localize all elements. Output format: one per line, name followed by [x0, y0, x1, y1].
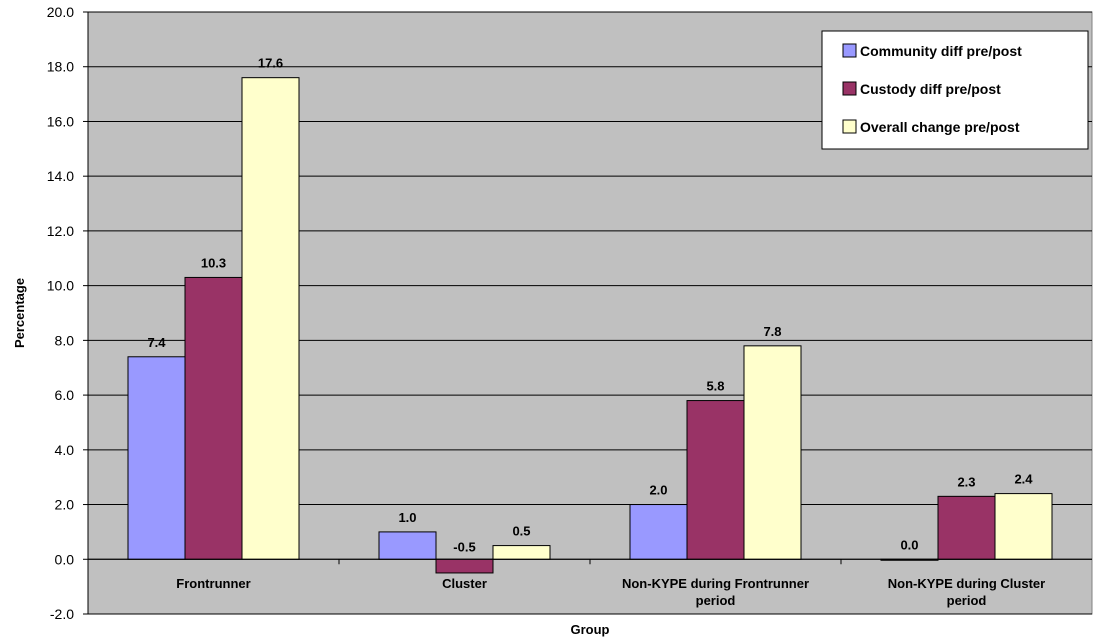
legend-swatch: [843, 44, 856, 57]
x-category-label: Non-KYPE during Frontrunner: [622, 576, 809, 591]
legend-entry: Custody diff pre/post: [860, 81, 1001, 97]
y-tick-label: -2.0: [50, 606, 74, 622]
x-category-label: Cluster: [442, 576, 487, 591]
x-category-label: period: [696, 593, 736, 608]
data-label: 17.6: [258, 56, 283, 71]
data-label: 10.3: [201, 255, 226, 270]
legend: Community diff pre/post Custody diff pre/…: [822, 31, 1088, 149]
y-tick-label: 18.0: [47, 59, 74, 75]
bar: [493, 546, 550, 560]
bar: [242, 78, 299, 560]
bar: [687, 401, 744, 560]
bar: [938, 496, 995, 559]
data-label: 5.8: [706, 379, 724, 394]
data-label: -0.5: [453, 539, 475, 554]
x-category-label: Frontrunner: [176, 576, 250, 591]
y-tick-label: 6.0: [55, 387, 75, 403]
legend-entry: Overall change pre/post: [860, 119, 1020, 135]
bar: [128, 357, 185, 559]
x-category-label: Non-KYPE during Cluster: [888, 576, 1045, 591]
data-label: 0.0: [900, 537, 918, 552]
y-tick-label: 10.0: [47, 278, 74, 294]
data-label: 0.5: [512, 524, 530, 539]
y-tick-label: 4.0: [55, 442, 75, 458]
bar: [185, 277, 242, 559]
y-tick-label: 12.0: [47, 223, 74, 239]
data-label: 7.8: [763, 324, 781, 339]
y-tick-label: 14.0: [47, 168, 74, 184]
legend-entry: Community diff pre/post: [860, 43, 1022, 59]
x-axis-title: Group: [571, 622, 610, 637]
data-label: 1.0: [398, 510, 416, 525]
data-label: 7.4: [147, 335, 166, 350]
y-tick-label: 8.0: [55, 332, 75, 348]
x-category-label: period: [947, 593, 987, 608]
bar: [630, 505, 687, 560]
legend-swatch: [843, 120, 856, 133]
y-tick-label: 0.0: [55, 551, 75, 567]
y-tick-label: 20.0: [47, 4, 74, 20]
y-tick-label: 16.0: [47, 113, 74, 129]
y-axis-title: Percentage: [12, 278, 27, 348]
data-label: 2.4: [1014, 472, 1033, 487]
y-tick-labels: -2.0 0.0 2.0 4.0 6.0 8.0 10.0 12.0 14.0 16.0 18.0 2…: [47, 4, 74, 622]
bar: [436, 559, 493, 573]
data-label: 2.0: [649, 483, 667, 498]
data-label: 2.3: [957, 474, 975, 489]
y-tick-label: 2.0: [55, 497, 75, 513]
bar: [744, 346, 801, 559]
bar: [995, 494, 1052, 560]
bar: [379, 532, 436, 559]
legend-swatch: [843, 82, 856, 95]
